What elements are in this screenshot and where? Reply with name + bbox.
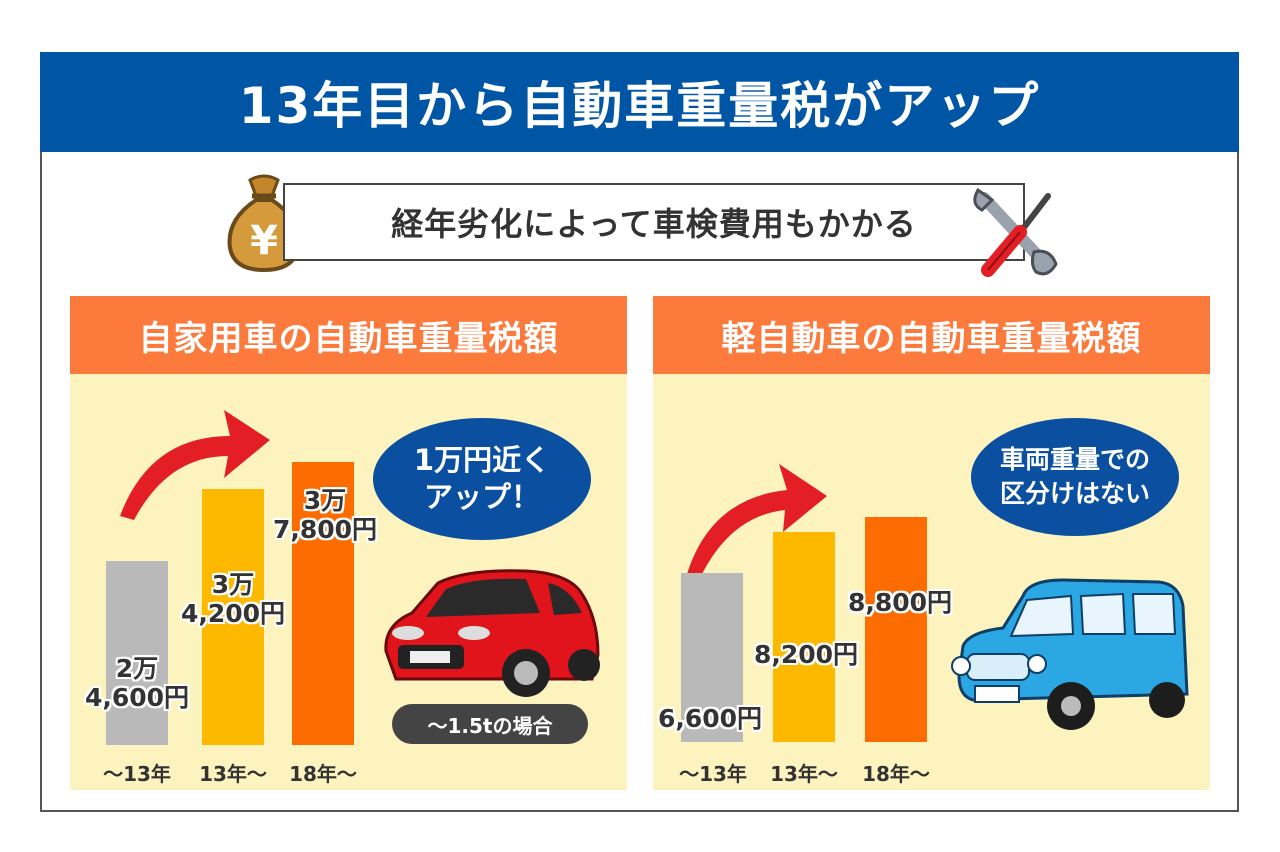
trend-arrow-icon bbox=[687, 464, 827, 576]
callout-bubble: 車両重量での 区分けはない bbox=[971, 418, 1179, 536]
chart-title: 軽自動車の自動車重量税額 bbox=[721, 318, 1142, 359]
chart-panel-passenger: 自家用車の自動車重量税額 2万 4,600円 3万 4,200円 3万 7,80… bbox=[70, 296, 627, 790]
x-tick-label: 13年～ bbox=[199, 762, 267, 786]
red-car-icon bbox=[384, 569, 600, 697]
bar-2 bbox=[292, 461, 354, 745]
chart-panel-kei: 軽自動車の自動車重量税額 6,600円 8,200円 8,800円 ～13年 1… bbox=[653, 296, 1210, 790]
cost-note-box: 経年劣化によって車検費用もかかる bbox=[283, 183, 1025, 261]
page-title: 13年目から自動車重量税がアップ bbox=[238, 77, 1041, 135]
value-label: 3万 4,200円 bbox=[180, 570, 286, 628]
x-tick-label: ～13年 bbox=[103, 762, 171, 786]
bar-0 bbox=[106, 560, 168, 745]
bar-1 bbox=[202, 488, 264, 745]
panel-header: 自家用車の自動車重量税額 bbox=[70, 296, 627, 374]
x-tick-label: 18年～ bbox=[289, 762, 357, 786]
tools-icon bbox=[973, 187, 1058, 277]
x-tick-label: 18年～ bbox=[862, 762, 930, 786]
weight-note: ～1.5tの場合 bbox=[392, 704, 588, 744]
callout-text: 1万円近く アップ！ bbox=[413, 443, 551, 514]
x-tick-label: ～13年 bbox=[679, 762, 747, 786]
value-label: 8,200円 bbox=[753, 640, 859, 669]
money-bag-icon: ¥ bbox=[227, 174, 301, 273]
bar-2 bbox=[865, 516, 927, 742]
trend-arrow-icon bbox=[120, 410, 270, 520]
callout-bubble: 1万円近く アップ！ bbox=[373, 418, 591, 540]
value-label: 8,800円 bbox=[847, 588, 953, 617]
value-label: 3万 7,800円 bbox=[272, 486, 378, 544]
x-tick-label: 13年～ bbox=[770, 762, 838, 786]
panel-header: 軽自動車の自動車重量税額 bbox=[653, 296, 1210, 374]
chart-title: 自家用車の自動車重量税額 bbox=[138, 318, 559, 359]
value-label: 6,600円 bbox=[657, 704, 763, 733]
title-banner: 13年目から自動車重量税がアップ bbox=[40, 52, 1239, 152]
svg-text:¥: ¥ bbox=[250, 218, 278, 264]
value-label: 2万 4,600円 bbox=[84, 654, 190, 712]
callout-text: 車両重量での 区分けはない bbox=[999, 445, 1150, 508]
cost-note: 経年劣化によって車検費用もかかる bbox=[391, 205, 917, 243]
blue-car-icon bbox=[951, 578, 1189, 730]
bar-0 bbox=[681, 573, 743, 742]
bar-1 bbox=[773, 532, 835, 742]
